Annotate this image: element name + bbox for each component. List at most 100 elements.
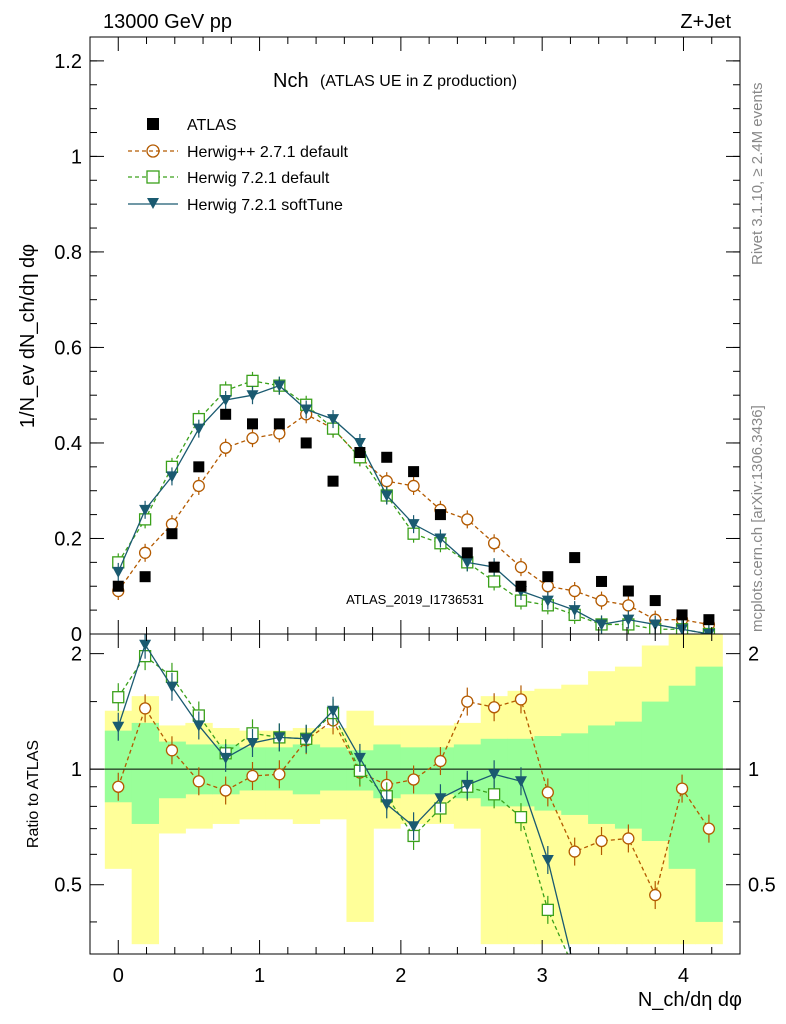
ratio-point-2-0: [112, 721, 125, 733]
atlas-point-0: [112, 580, 124, 592]
ratio-ytick-label-right-0: 0.5: [748, 875, 776, 897]
ratio-point-0-3: [192, 775, 205, 788]
atlas-point-10: [381, 451, 393, 463]
band-outer-14: [480, 696, 509, 945]
energy-label: 13000 GeV pp: [103, 11, 232, 33]
ratio-point-2-13: [461, 779, 474, 791]
ratio-point-0-21: [675, 782, 689, 795]
ratio-y-axis-label: Ratio to ATLAS: [25, 740, 42, 848]
ratio-point-1-20: [650, 964, 661, 975]
ratio-point-2-10: [380, 799, 393, 811]
ratio-xtick-label-0: 0: [113, 965, 124, 987]
ratio-point-0-17: [568, 845, 581, 858]
main-point-1-10: [380, 475, 393, 488]
legend-softtune-label: Herwig 7.2.1 softTune: [187, 197, 343, 214]
ratio-xtick-label-1: 1: [254, 965, 265, 987]
main-point-3-0: [112, 566, 125, 578]
main-ytick-label-0: 0: [71, 624, 82, 646]
main-point-3-20: [649, 619, 662, 631]
atlas-point-16: [542, 571, 554, 583]
main-point-3-8: [327, 414, 340, 426]
ratio-y-ticks: 0.5 0.5 1 1 2 2: [54, 644, 776, 923]
main-point-1-11: [407, 479, 420, 493]
ratio-point-2-5: [246, 738, 259, 750]
ratio-ytick-label-0: 0.5: [54, 875, 82, 897]
ratio-ytick-label-right-2: 2: [748, 644, 759, 666]
main-ytick-label-5: 1: [71, 146, 82, 168]
watermark: ATLAS_2019_I1736531: [346, 592, 484, 607]
ratio-ytick-label-2: 2: [71, 644, 82, 666]
atlas-point-15: [515, 580, 527, 592]
atlas-point-20: [649, 595, 661, 607]
main-point-3-11: [407, 519, 420, 531]
ratio-point-1-22: [703, 964, 714, 975]
ratio-point-0-19: [622, 832, 635, 845]
main-y-ticks: 0 0.2 0.4 0.6 0.8 1 1.2: [54, 37, 740, 646]
main-point-1-2: [165, 518, 179, 531]
band-inner-18: [588, 725, 616, 824]
atlas-point-14: [488, 561, 500, 573]
main-point-3-19: [622, 614, 635, 626]
atlas-point-5: [247, 418, 258, 430]
ratio-point-1-17: [569, 964, 580, 975]
atlas-point-22: [703, 614, 715, 626]
legend-herwigpp-marker: [146, 144, 160, 158]
ratio-ytick-label-right-1: 1: [748, 759, 759, 781]
legend-herwig721-label: Herwig 7.2.1 default: [187, 170, 330, 187]
legend: ATLAS Herwig++ 2.7.1 default Herwig 7.2.…: [128, 117, 349, 214]
main-panel: Nch (ATLAS UE in Z production) ATLAS_201…: [17, 36, 741, 646]
legend-herwig721-marker: [146, 170, 160, 184]
ratio-point-2-8: [327, 705, 340, 717]
ratio-point-2-1: [139, 639, 152, 651]
main-point-1-6: [273, 427, 286, 440]
band-inner-19: [614, 721, 643, 829]
main-point-3-16: [541, 595, 554, 607]
main-point-1-13: [461, 513, 474, 526]
ratio-point-0-2: [165, 744, 179, 757]
ratio-point-2-9: [353, 752, 366, 764]
main-point-3-6: [273, 380, 286, 392]
atlas-point-19: [622, 585, 634, 597]
ratio-point-2-11: [407, 821, 420, 833]
main-point-3-12: [434, 533, 447, 545]
ratio-point-0-12: [434, 754, 447, 768]
atlas-point-7: [300, 437, 312, 449]
main-point-3-21: [676, 624, 689, 634]
atlas-point-13: [461, 547, 473, 559]
band-inner-20: [641, 701, 670, 841]
ratio-point-2-15: [514, 776, 527, 788]
ratio-point-0-18: [595, 834, 608, 848]
main-ytick-label-3: 0.6: [54, 337, 82, 359]
ratio-point-1-18: [596, 964, 607, 975]
ratio-x-ticks: 0 1 2 3 4: [89, 634, 713, 987]
main-ytick-label-6: 1.2: [54, 51, 82, 73]
ratio-point-0-5: [246, 769, 259, 783]
ratio-point-0-0: [112, 780, 125, 793]
main-ytick-label-2: 0.4: [54, 433, 82, 455]
main-point-3-4: [219, 394, 232, 406]
ratio-point-1-0: [112, 691, 125, 704]
main-series-line-2: [117, 380, 710, 634]
ratio-xtick-label-2: 2: [395, 965, 406, 987]
main-point-3-2: [165, 471, 178, 483]
main-point-1-1: [138, 546, 152, 559]
main-ytick-label-4: 0.8: [54, 242, 82, 264]
main-point-2-5: [246, 374, 259, 388]
main-point-1-18: [595, 594, 608, 607]
main-point-3-7: [300, 404, 313, 416]
ratio-point-2-14: [488, 769, 501, 781]
ratio-point-1-19: [623, 964, 634, 975]
ratio-point-2-18: [596, 965, 608, 976]
main-point-1-15: [514, 560, 528, 574]
main-point-1-17: [568, 584, 581, 598]
atlas-point-4: [220, 408, 232, 420]
ratio-panel: Ratio to ATLAS 0.5 0.5 1 1 2 2 0 1 2 3 4 N_ch/dη …: [25, 633, 776, 1011]
main-point-3-10: [380, 490, 393, 502]
band-inner-1: [131, 722, 160, 824]
ratio-point-0-22: [702, 822, 716, 835]
ratio-point-0-16: [541, 786, 554, 799]
atlas-point-17: [569, 552, 581, 564]
ratio-point-0-11: [407, 773, 420, 786]
ratio-point-2-12: [434, 793, 447, 805]
